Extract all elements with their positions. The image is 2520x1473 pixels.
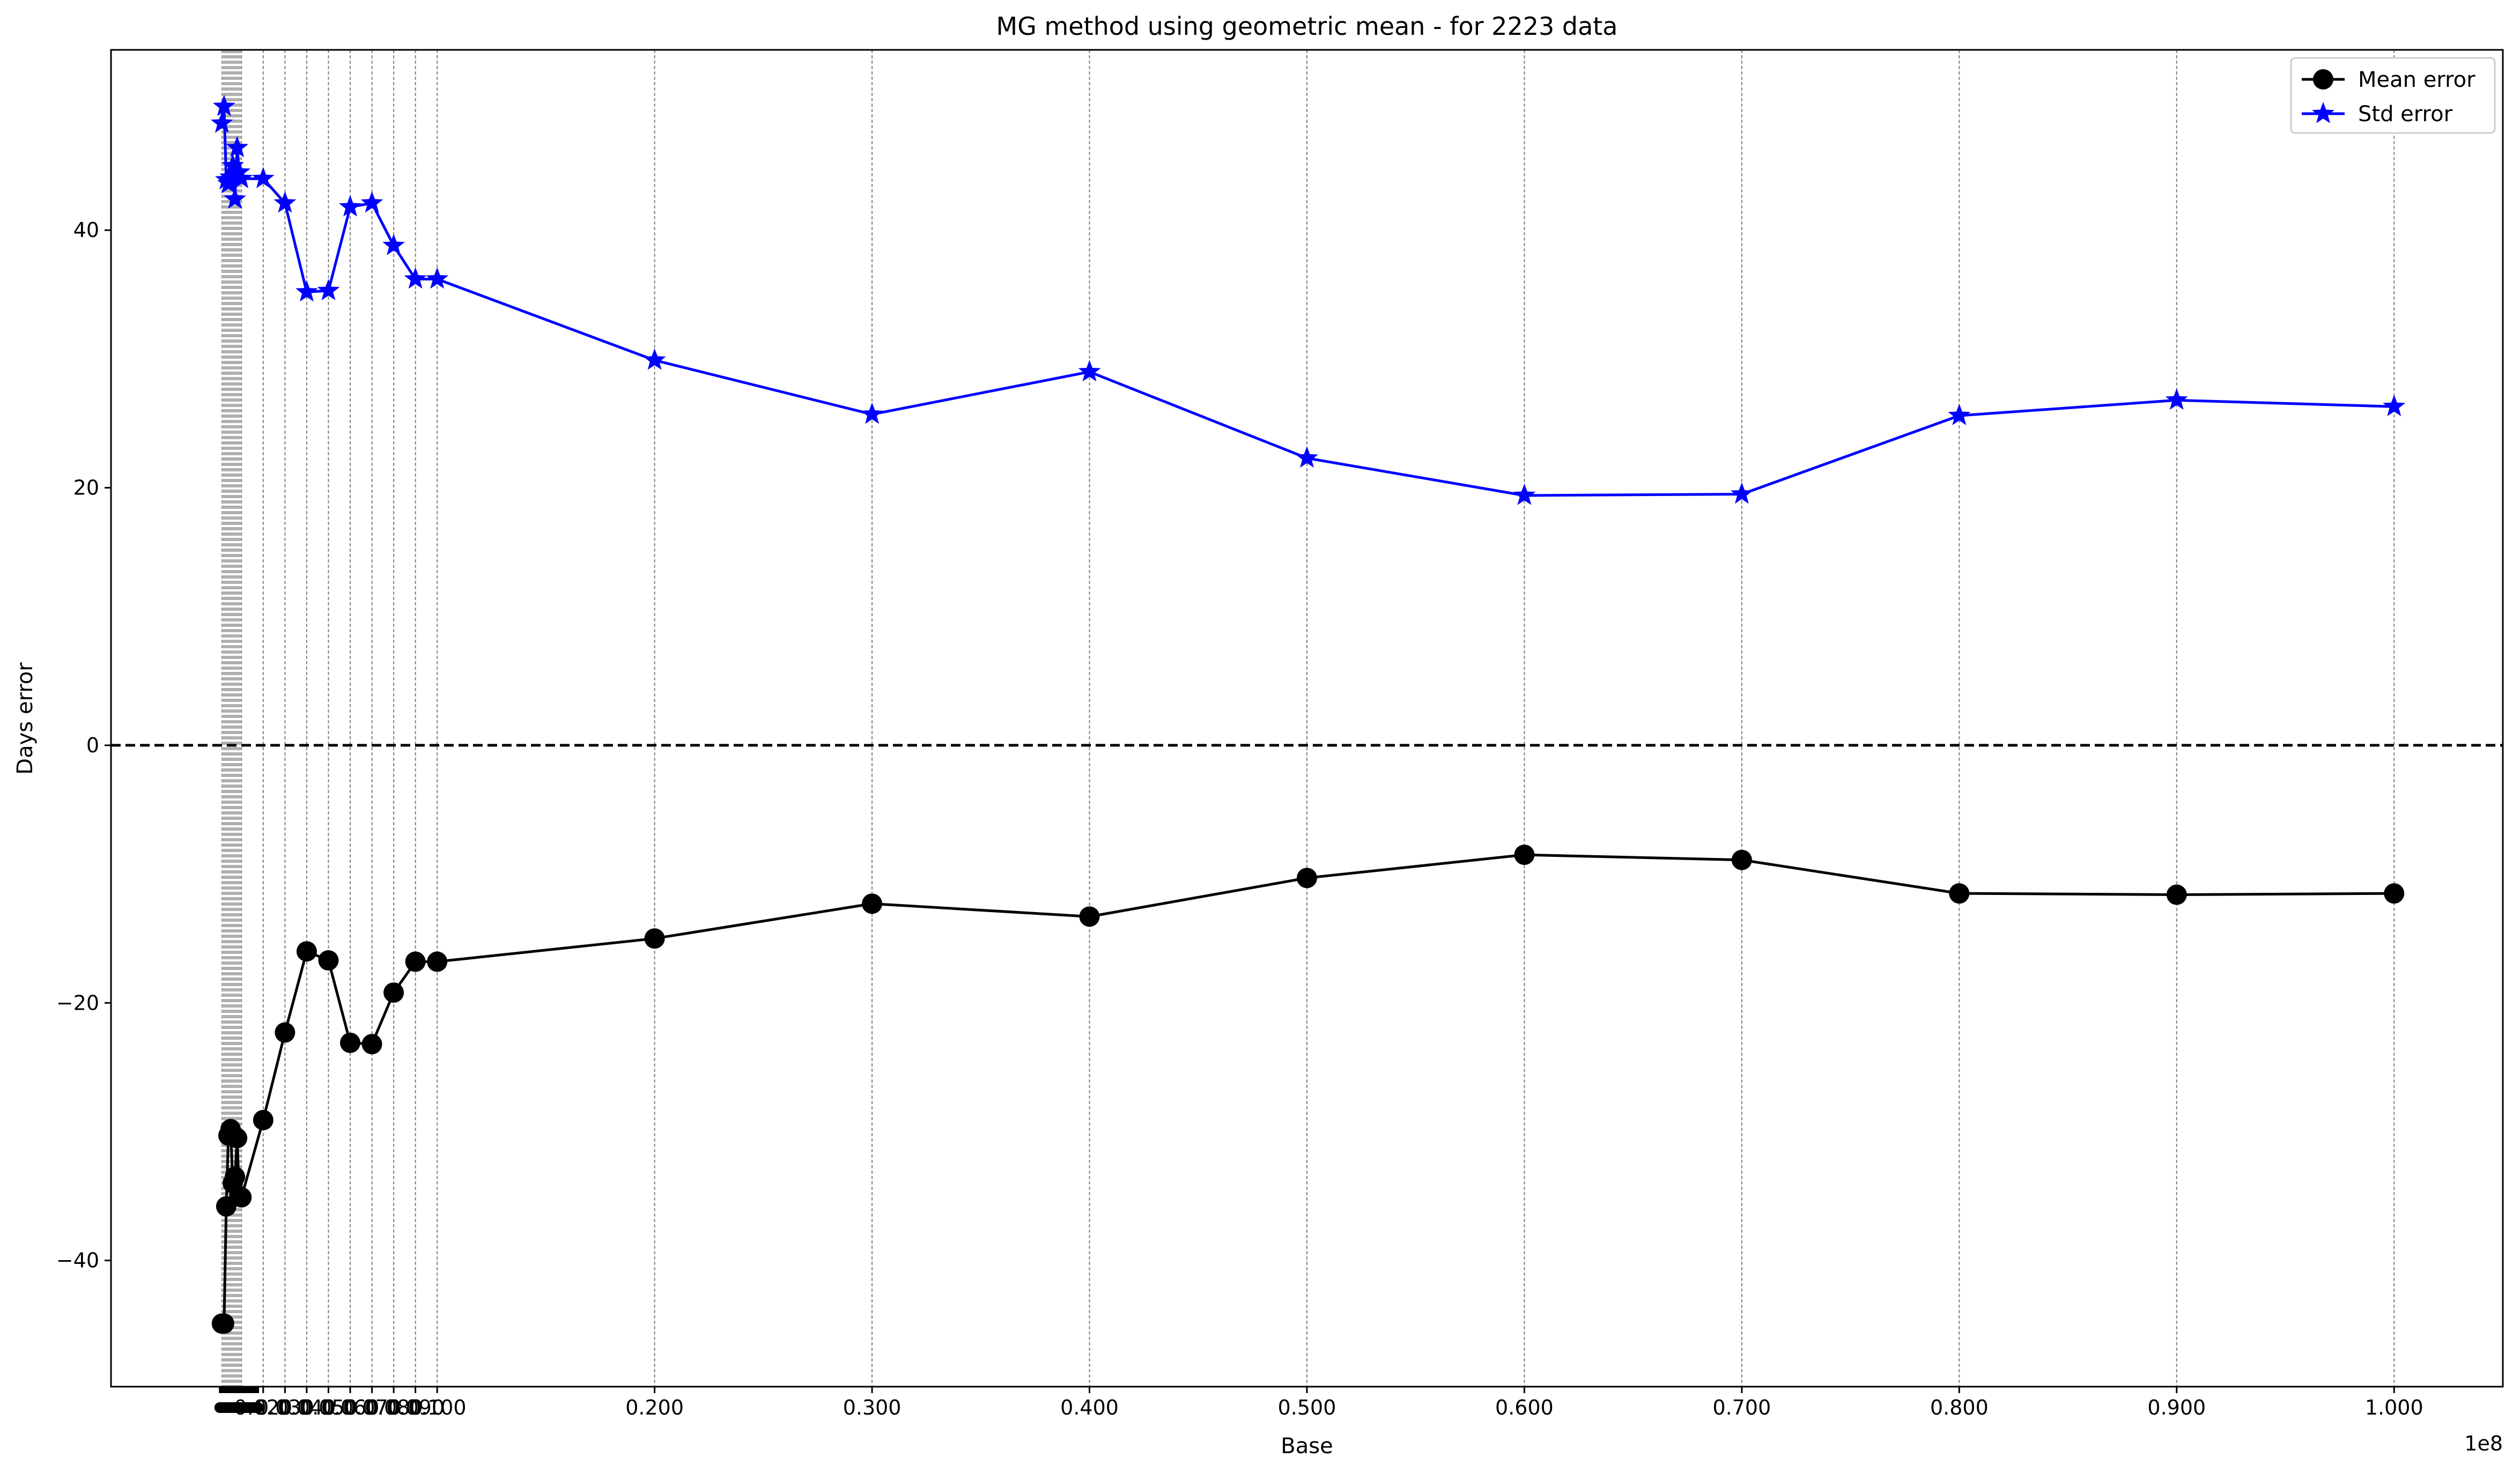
data-point xyxy=(1731,849,1752,870)
series-group xyxy=(210,94,2406,1334)
data-point xyxy=(1948,404,1971,425)
x-tick-label: 0.090 xyxy=(386,1396,445,1419)
data-point xyxy=(1296,446,1318,468)
x-tick-label: 0.400 xyxy=(1060,1396,1119,1419)
data-point xyxy=(861,402,883,424)
x-tick-label: 1.000 xyxy=(2365,1396,2423,1419)
y-axis-label: Days error xyxy=(13,662,38,775)
x-tick-label: 0.060 xyxy=(321,1396,380,1419)
x-tick-label: 0.080 xyxy=(365,1396,423,1419)
data-point xyxy=(317,279,340,300)
legend-label: Mean error xyxy=(2358,68,2475,92)
data-point xyxy=(210,111,233,133)
data-point xyxy=(1514,845,1535,865)
data-point xyxy=(2166,884,2187,905)
data-point xyxy=(1078,360,1101,382)
data-point xyxy=(295,280,318,302)
data-point xyxy=(221,154,244,175)
y-tick-label: 40 xyxy=(73,218,99,242)
data-point xyxy=(213,1313,234,1334)
data-point xyxy=(226,136,249,158)
x-tick-label: 0.200 xyxy=(625,1396,684,1419)
data-point xyxy=(212,94,235,116)
x-tick-label: 0.030 xyxy=(256,1396,314,1419)
data-point xyxy=(2165,388,2188,410)
series-mean-error xyxy=(211,845,2405,1334)
data-point xyxy=(862,893,883,914)
y-tick-label: 0 xyxy=(86,734,99,757)
data-point xyxy=(253,1109,274,1130)
data-point xyxy=(383,982,404,1003)
x-tick-label: 0.600 xyxy=(1495,1396,1554,1419)
y-axis: −40 −20 0 20 40 xyxy=(56,218,111,1272)
x-offset-text: 1e8 xyxy=(2464,1432,2503,1455)
legend-swatch-marker xyxy=(2312,102,2334,123)
data-point xyxy=(404,267,427,289)
data-point xyxy=(224,187,246,209)
data-point xyxy=(2384,883,2405,904)
x-tick-label: 0.500 xyxy=(1278,1396,1336,1419)
data-point xyxy=(644,928,665,949)
data-point xyxy=(382,234,405,255)
x-axis-label: Base xyxy=(1281,1434,1333,1459)
series-std-error xyxy=(210,94,2406,505)
data-point xyxy=(318,950,339,971)
y-tick-label: −20 xyxy=(56,991,99,1015)
data-point xyxy=(426,267,449,289)
chart-title: MG method using geometric mean - for 222… xyxy=(996,12,1618,41)
data-point xyxy=(1731,482,1753,504)
data-point xyxy=(219,165,242,187)
x-tick-label: 0.900 xyxy=(2147,1396,2206,1419)
data-point xyxy=(361,1034,382,1055)
data-point xyxy=(275,1022,295,1043)
data-point xyxy=(339,195,361,217)
data-point xyxy=(252,167,275,188)
x-tick-label: 0.700 xyxy=(1713,1396,1771,1419)
data-point xyxy=(2383,395,2406,417)
x-tick-label: 0.070 xyxy=(343,1396,401,1419)
y-tick-label: −40 xyxy=(56,1249,99,1272)
series-line xyxy=(221,853,2395,1325)
data-point xyxy=(1297,868,1317,889)
x-tick-label: 0.050 xyxy=(299,1396,358,1419)
data-point xyxy=(1079,906,1100,927)
y-tick-label: 20 xyxy=(73,476,99,500)
data-point xyxy=(230,167,253,188)
x-tick-label: 0.100 xyxy=(408,1396,467,1419)
x-axis: 0.200 0.300 0.400 0.500 0.600 0.700 0.800 0.900… xyxy=(214,1387,2423,1419)
data-point xyxy=(1949,883,1970,904)
legend-label: Std error xyxy=(2358,102,2453,127)
legend-swatch-marker xyxy=(2313,69,2333,90)
x-tick-label: 0.300 xyxy=(843,1396,901,1419)
data-point xyxy=(227,1128,248,1149)
data-point xyxy=(231,1187,252,1208)
data-point xyxy=(1513,484,1536,505)
data-point xyxy=(274,191,297,213)
data-point xyxy=(360,191,383,213)
data-point xyxy=(228,160,251,182)
x-tick-label: 0.800 xyxy=(1930,1396,1989,1419)
legend: Mean error Std error xyxy=(2290,57,2496,134)
data-point xyxy=(643,348,666,370)
data-point xyxy=(340,1032,360,1053)
data-point xyxy=(296,941,317,962)
gridlines xyxy=(221,50,2395,1387)
x-tick-dense-label-blob xyxy=(253,1402,264,1413)
data-point xyxy=(225,1166,246,1187)
data-point xyxy=(427,951,448,972)
x-tick-label: 0.040 xyxy=(278,1396,336,1419)
data-point xyxy=(405,951,426,972)
